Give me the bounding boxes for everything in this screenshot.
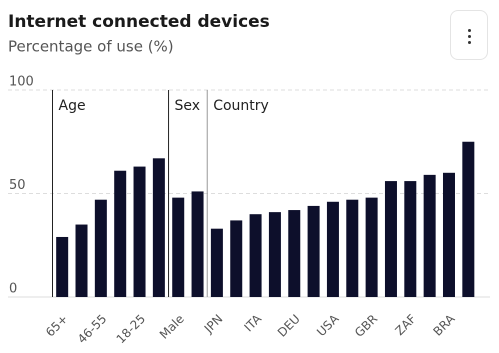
- x-tick-label: 18-25: [114, 312, 149, 347]
- x-tick-label: DEU: [275, 312, 303, 340]
- bar: [404, 181, 417, 297]
- menu-dot: [468, 35, 471, 38]
- x-tick-label: 46-55: [75, 312, 110, 347]
- bar: [210, 228, 223, 297]
- bar: [172, 197, 185, 297]
- bar: [462, 141, 475, 297]
- bar: [326, 201, 339, 297]
- y-tick-label: 100: [9, 75, 34, 90]
- menu-button[interactable]: [450, 10, 488, 60]
- group-label: Age: [59, 98, 86, 114]
- bar: [346, 199, 359, 297]
- chart-title: Internet connected devices: [8, 12, 270, 32]
- y-tick-label: 0: [9, 282, 17, 297]
- bar: [152, 158, 165, 297]
- bar: [307, 205, 320, 297]
- x-tick-label: USA: [314, 311, 342, 339]
- x-tick-label: GBR: [352, 312, 380, 340]
- x-tick-label: Male: [157, 312, 187, 342]
- x-tick-label: ZAF: [392, 312, 418, 338]
- bar: [384, 181, 397, 297]
- bar: [230, 220, 243, 297]
- bar: [268, 212, 281, 297]
- bar: [94, 199, 107, 297]
- x-tick-label: ITA: [241, 311, 264, 334]
- chart-subtitle: Percentage of use (%): [8, 38, 174, 56]
- x-tick-label: 65+: [43, 312, 71, 340]
- bar: [423, 174, 436, 297]
- bar: [56, 236, 69, 297]
- bar: [133, 166, 146, 297]
- bar: [365, 197, 378, 297]
- bar: [191, 191, 204, 297]
- menu-dot: [468, 29, 471, 32]
- bar: [114, 170, 127, 297]
- group-label: Sex: [175, 98, 201, 114]
- group-label: Country: [213, 98, 269, 114]
- menu-dot: [468, 41, 471, 44]
- bar: [288, 210, 301, 297]
- bar: [249, 214, 262, 297]
- x-tick-label: JPN: [201, 312, 226, 337]
- y-tick-label: 50: [9, 178, 26, 193]
- x-tick-label: BRA: [431, 311, 459, 339]
- bar: [442, 172, 455, 297]
- bar: [75, 224, 88, 297]
